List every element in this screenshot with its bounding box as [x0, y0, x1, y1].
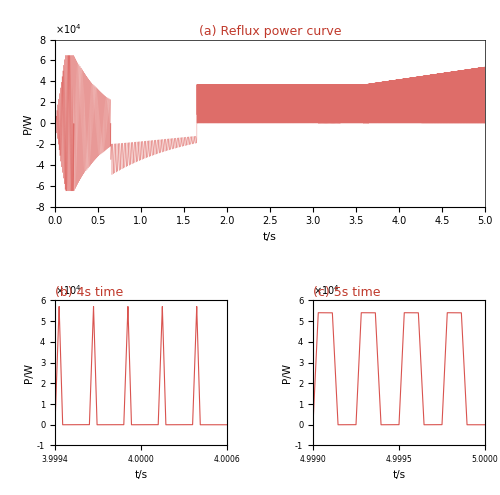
Text: $\times10^4$: $\times10^4$ — [313, 284, 340, 297]
X-axis label: t/s: t/s — [392, 470, 406, 480]
Text: (c) 5s time: (c) 5s time — [313, 286, 380, 299]
Text: $\times10^4$: $\times10^4$ — [55, 284, 82, 297]
X-axis label: t/s: t/s — [263, 232, 277, 242]
Y-axis label: P/W: P/W — [24, 363, 34, 383]
Text: $\times10^4$: $\times10^4$ — [55, 22, 82, 36]
Text: (b) 4s time: (b) 4s time — [55, 286, 123, 299]
Y-axis label: P/W: P/W — [282, 363, 292, 383]
Y-axis label: P/W: P/W — [23, 112, 33, 134]
X-axis label: t/s: t/s — [134, 470, 147, 480]
Title: (a) Reflux power curve: (a) Reflux power curve — [199, 25, 341, 39]
